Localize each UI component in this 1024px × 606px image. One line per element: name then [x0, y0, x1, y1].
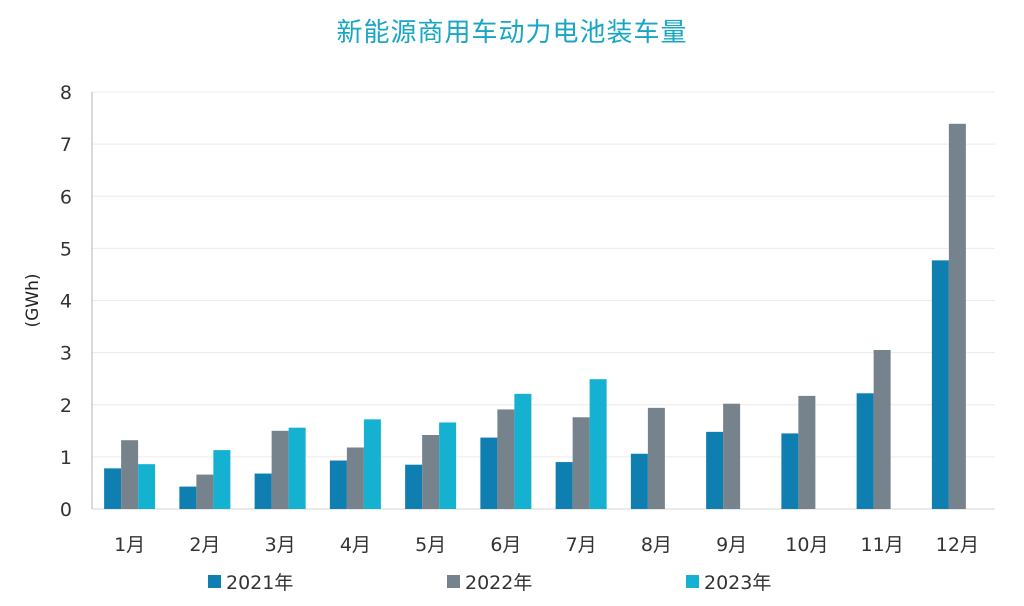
bar-2022年-5月 [422, 434, 440, 509]
bar-2023年-6月 [514, 393, 532, 509]
chart-title: 新能源商用车动力电池装车量 [336, 18, 688, 48]
bar-2022年-6月 [497, 409, 515, 509]
legend-label: 2023年 [704, 572, 771, 594]
x-tick-label: 11月 [861, 534, 904, 556]
y-tick-label: 7 [60, 134, 72, 156]
bar-2023年-2月 [213, 450, 231, 509]
x-tick-label: 10月 [785, 534, 828, 556]
bar-2023年-7月 [589, 379, 607, 509]
bar-2021年-8月 [630, 453, 648, 509]
x-tick-label: 7月 [566, 534, 597, 556]
y-tick-label: 1 [60, 447, 72, 469]
axis-labels: 0 1 2 3 4 5 6 7 8 (GWh) 1月 2月 3月 4月 5月 6月 7月 8月 9月 10月 11月 12… [23, 82, 979, 556]
legend-swatch [447, 575, 460, 588]
bar-2022年-9月 [723, 403, 741, 509]
y-tick-label: 4 [60, 291, 72, 313]
x-tick-label: 12月 [936, 534, 979, 556]
bar-2021年-1月 [104, 468, 122, 509]
x-tick-label: 4月 [340, 534, 371, 556]
bar-2021年-6月 [480, 437, 498, 509]
bar-2021年-2月 [179, 486, 197, 509]
bar-2023年-5月 [439, 422, 457, 509]
legend-label: 2022年 [465, 572, 532, 594]
y-tick-label: 5 [60, 238, 72, 260]
x-tick-label: 1月 [114, 534, 145, 556]
gridlines [92, 91, 995, 458]
bar-2021年-4月 [329, 460, 347, 509]
bar-2023年-1月 [138, 464, 156, 509]
x-tick-label: 9月 [716, 534, 747, 556]
bar-2022年-4月 [346, 447, 364, 509]
y-tick-label: 3 [60, 343, 72, 365]
y-tick-label: 6 [60, 186, 72, 208]
x-tick-label: 3月 [265, 534, 296, 556]
bar-2022年-1月 [121, 440, 139, 509]
bar-2022年-11月 [873, 350, 891, 509]
axes [91, 92, 995, 510]
bar-2021年-12月 [931, 260, 949, 509]
bar-2021年-10月 [781, 433, 799, 509]
bar-2022年-7月 [572, 417, 590, 509]
bar-2021年-3月 [254, 473, 272, 509]
y-axis-label: (GWh) [23, 273, 43, 327]
x-tick-label: 2月 [189, 534, 220, 556]
bar-2022年-2月 [196, 474, 214, 509]
bar-2023年-3月 [288, 427, 306, 509]
bar-2021年-5月 [405, 464, 423, 509]
bar-2022年-12月 [948, 123, 966, 509]
y-tick-label: 2 [60, 395, 72, 417]
y-tick-label: 0 [60, 499, 72, 521]
legend-swatch [208, 575, 221, 588]
bars [104, 123, 966, 509]
x-tick-label: 8月 [641, 534, 672, 556]
bar-2022年-8月 [647, 407, 665, 509]
legend-swatch [686, 575, 699, 588]
x-tick-label: 6月 [490, 534, 521, 556]
bar-2022年-3月 [271, 430, 289, 509]
bar-2021年-11月 [856, 393, 874, 509]
y-tick-label: 8 [60, 82, 72, 104]
x-tick-label: 5月 [415, 534, 446, 556]
bar-2021年-7月 [555, 462, 573, 509]
legend: 2021年 2022年 2023年 [208, 572, 771, 594]
bar-2023年-4月 [363, 419, 381, 509]
bar-2022年-10月 [798, 395, 816, 509]
bar-2021年-9月 [706, 431, 724, 509]
legend-label: 2021年 [226, 572, 293, 594]
